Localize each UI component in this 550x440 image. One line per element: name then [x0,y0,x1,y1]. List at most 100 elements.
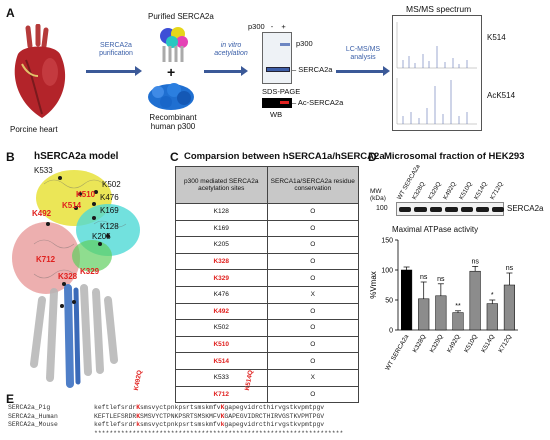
residue-k510: K510 [76,190,96,199]
arrow3-label: LC-MS/MS analysis [345,46,381,61]
x-tick-label: K514Q [480,333,496,354]
x-tick-label: K712Q [497,333,513,354]
panel-b-letter: B [6,150,15,164]
blot-band [476,207,489,212]
sds-gel [262,32,292,84]
atpase-title: Maximal ATPase activity [392,225,479,234]
residue-k128: K128 [100,222,119,231]
residue-k712: K712 [36,255,56,264]
arrow-3 [336,66,390,76]
significance-label: ** [455,303,461,310]
significance-label: ns [506,265,514,272]
sequence-row: SERCA2a_Pig keftlefsrdrKsmsvyctpnkpsrtsm… [8,404,343,413]
table-row: K476 X [175,285,359,304]
serca-model-image [12,170,140,388]
serca-structure-image [160,27,188,62]
conservation-cell: X [266,285,359,304]
wb-label: WB [270,110,283,119]
seq-rows: SERCA2a_Pig keftlefsrdrKsmsvyctpnkpsrtsm… [8,404,343,438]
wb-band-label: – Ac-SERCA2a [292,98,344,107]
table-row: K169 O [175,219,359,238]
consensus-stars: ****************************************… [94,429,344,437]
gel-p300-header: p300 - + [248,22,286,31]
consensus-row: ****************************************… [8,430,343,439]
panel-c-letter: C [170,150,179,164]
wb-band-text: Ac-SERCA2a [297,98,344,107]
x-tick-label: K492Q [446,333,462,354]
significance-label: ns [471,258,479,265]
residue-k476: K476 [100,193,119,202]
bar [452,312,464,331]
site-cell: K328 [175,252,268,271]
western-blot [396,202,504,216]
residue-k169: K169 [100,206,119,215]
purified-label: Purified SERCA2a [148,12,214,21]
table-row: K328 O [175,252,359,271]
bar [418,298,430,331]
blot-band [399,207,412,212]
conservation-table: p300 mediated SERCA2a acetylation sites … [175,166,359,404]
bar [435,295,447,331]
x-tick-label: K328Q [412,333,428,354]
site-cell: K128 [175,203,268,221]
table-row: K128 O [175,203,359,221]
sequence-row: SERCA2a_Human KEFTLEFSRDRKSMSVYCTPNKPSRT… [8,413,343,422]
bar [401,269,413,331]
lane-labels: WT SERCA2a K328Q K329Q K492Q K510Q K514Q K712Q [396,163,516,206]
sequence-segment: KEFTLEFSRDR [94,412,137,420]
table-row: K502 O [175,319,359,337]
conservation-cell: O [266,352,359,370]
wb-band [280,101,289,104]
conservation-cell: O [266,302,359,321]
y-tick-label: 150 [381,238,393,245]
conservation-cell: O [266,335,359,354]
site-cell: K510 [175,335,268,354]
sequence-segment: GAPEGVIDRCTHIRVGSTKVPMTPGV [224,412,325,420]
significance-label: ns [420,274,428,281]
lane-label: K514Q [473,180,489,201]
conservation-cell: O [266,252,359,271]
sequence-segment: gapegvidrcthirvgstkvpmtpgv [224,404,325,411]
ms-k514-label: K514 [487,33,506,42]
blot-band [491,207,504,212]
sequence-segment: gapegvidrcthirvgstkvpmtpgv [224,421,325,428]
acetyl-lysine: K [220,412,225,420]
p300-structure-image [148,83,194,110]
gel-band-p300-label: p300 [296,39,313,48]
conservation-cell: O [266,203,359,221]
panel-c-title: Comparsion between hSERCA1a/hSERCA2a [184,151,385,162]
sequence-name: SERCA2a_Human [8,412,66,420]
residue-k492: K492 [32,209,52,218]
site-cell: K514 [175,352,268,370]
acetyl-lysine: K [136,412,141,420]
blot-band [445,207,458,212]
gel-band-serca [266,67,290,72]
x-tick-label: K329Q [429,333,445,354]
wb-blot [262,98,292,108]
ms-ack514-label: AcK514 [487,91,516,100]
x-tick-label: K510Q [463,333,479,354]
lane-label: K328Q [411,180,428,201]
arrow1-label: SERCA2a purification [99,42,133,57]
conservation-cell: O [266,319,359,337]
residue-k514: K514 [62,201,82,210]
table-row: K205 O [175,236,359,254]
blot-band [429,207,443,212]
sequence-alignment: K492Q K514Q SERCA2a_Pig keftlefsrdrKsmsv… [8,370,548,440]
blot-label: SERCA2a [507,204,544,213]
y-tick-label: 0 [389,328,393,335]
y-tick-label: 100 [381,268,393,275]
col-sites-header: p300 mediated SERCA2a acetylation sites [175,166,268,204]
blot-band [460,207,474,212]
table-row: K510 O [175,335,359,354]
heart-image [14,24,66,118]
lane-label: K510Q [457,180,474,201]
acetyl-lysine: k [136,421,141,428]
gel-band-serca-label: – SERCA2a [292,65,333,74]
sds-page-label: SDS-PAGE [262,87,301,96]
panel-e-letter: E [6,392,15,406]
heart-label: Porcine heart [10,125,58,134]
conservation-cell: O [266,219,359,238]
significance-label: ns [437,276,445,283]
panel-a-letter: A [6,6,15,20]
